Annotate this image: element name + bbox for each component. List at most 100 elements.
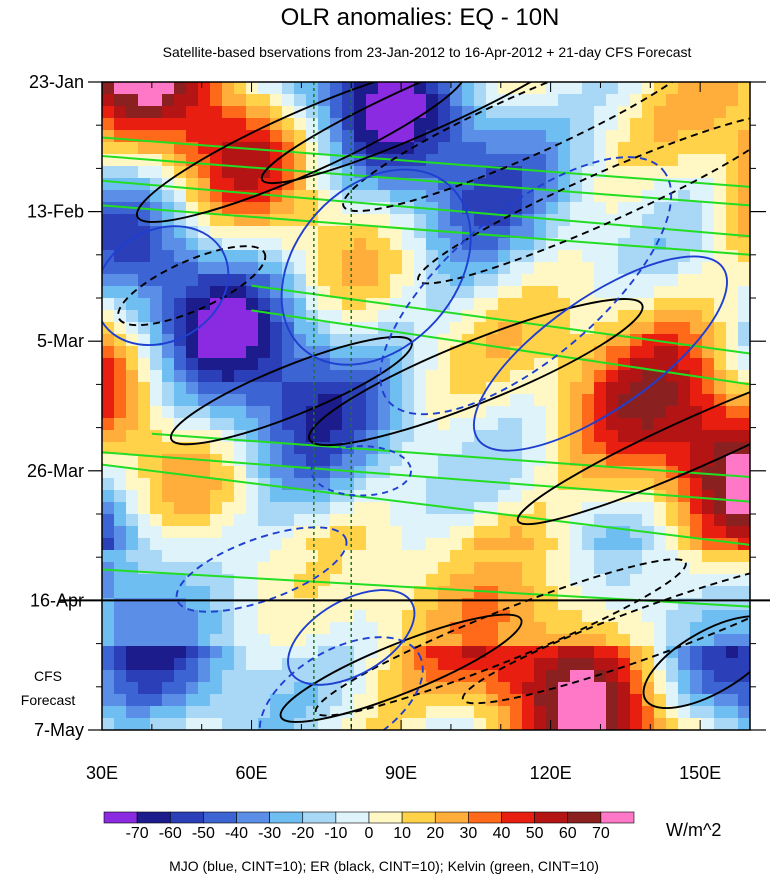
anomaly-cell [306,370,319,383]
anomaly-cell [318,370,331,383]
anomaly-cell [474,466,487,479]
anomaly-cell [246,502,259,515]
anomaly-cell [318,538,331,551]
anomaly-cell [234,226,247,239]
anomaly-cell [522,718,535,730]
anomaly-cell [606,118,619,131]
anomaly-cell [498,130,511,143]
anomaly-cell [534,550,547,563]
anomaly-cell [330,142,343,155]
anomaly-cell [582,646,595,659]
anomaly-cell [654,622,667,635]
anomaly-cell [354,682,367,695]
anomaly-cell [498,274,511,287]
anomaly-cell [234,394,247,407]
anomaly-cell [174,658,187,671]
anomaly-cell [714,334,727,347]
anomaly-cell [198,478,211,491]
anomaly-cell [522,154,535,167]
anomaly-cell [294,538,307,551]
anomaly-cell [438,634,451,647]
anomaly-cell [282,502,295,515]
anomaly-cell [402,274,415,287]
anomaly-cell [534,622,547,635]
anomaly-cell [570,670,583,683]
anomaly-cell [270,442,283,455]
anomaly-cell [282,622,295,635]
anomaly-cell [510,310,523,323]
anomaly-cell [642,718,655,730]
anomaly-cell [582,526,595,539]
anomaly-cell [126,430,139,443]
anomaly-cell [738,238,750,251]
anomaly-cell [402,394,415,407]
anomaly-cell [270,262,283,275]
anomaly-cell [390,382,403,395]
anomaly-cell [330,466,343,479]
anomaly-cell [738,166,750,179]
colorbar-label: 10 [393,825,411,842]
anomaly-cell [630,538,643,551]
anomaly-cell [606,322,619,335]
anomaly-cell [582,682,595,695]
anomaly-cell [642,238,655,251]
anomaly-cell [618,418,631,431]
anomaly-cell [222,502,235,515]
anomaly-cell [474,154,487,167]
anomaly-cell [738,634,750,647]
anomaly-cell [510,538,523,551]
anomaly-cell [222,418,235,431]
anomaly-cell [174,406,187,419]
anomaly-cell [486,574,499,587]
anomaly-cell [690,526,703,539]
anomaly-cell [246,346,259,359]
anomaly-cell [234,310,247,323]
anomaly-cell [558,250,571,263]
anomaly-cell [474,622,487,635]
anomaly-cell [234,178,247,191]
anomaly-cell [270,238,283,251]
anomaly-cell [654,130,667,143]
anomaly-cell [522,130,535,143]
anomaly-cell [414,454,427,467]
anomaly-cell [246,442,259,455]
anomaly-cell [138,682,151,695]
anomaly-cell [606,226,619,239]
anomaly-cell [126,562,139,575]
anomaly-cell [606,418,619,431]
anomaly-cell [270,322,283,335]
anomaly-cell [738,490,750,503]
anomaly-cell [702,466,715,479]
anomaly-cell [450,586,463,599]
anomaly-cell [498,118,511,131]
anomaly-cell [354,562,367,575]
anomaly-cell [438,562,451,575]
colorbar-label: -40 [225,825,248,842]
anomaly-cell [606,706,619,719]
anomaly-cell [654,538,667,551]
anomaly-cell [546,442,559,455]
anomaly-cell [258,430,271,443]
anomaly-cell [210,406,223,419]
anomaly-cell [102,658,115,671]
anomaly-cell [138,262,151,275]
anomaly-cell [222,694,235,707]
anomaly-cell [390,178,403,191]
anomaly-cell [654,250,667,263]
anomaly-cell [582,670,595,683]
anomaly-cell [222,142,235,155]
anomaly-cell [462,298,475,311]
anomaly-cell [654,466,667,479]
anomaly-cell [474,250,487,263]
anomaly-cell [714,610,727,623]
colorbar-swatch [501,811,535,824]
anomaly-cell [654,694,667,707]
anomaly-cell [102,442,115,455]
anomaly-cell [666,94,679,107]
anomaly-cell [642,178,655,191]
anomaly-cell [738,130,750,143]
anomaly-cell [126,718,139,730]
anomaly-cell [114,634,127,647]
anomaly-cell [414,550,427,563]
anomaly-cell [654,298,667,311]
